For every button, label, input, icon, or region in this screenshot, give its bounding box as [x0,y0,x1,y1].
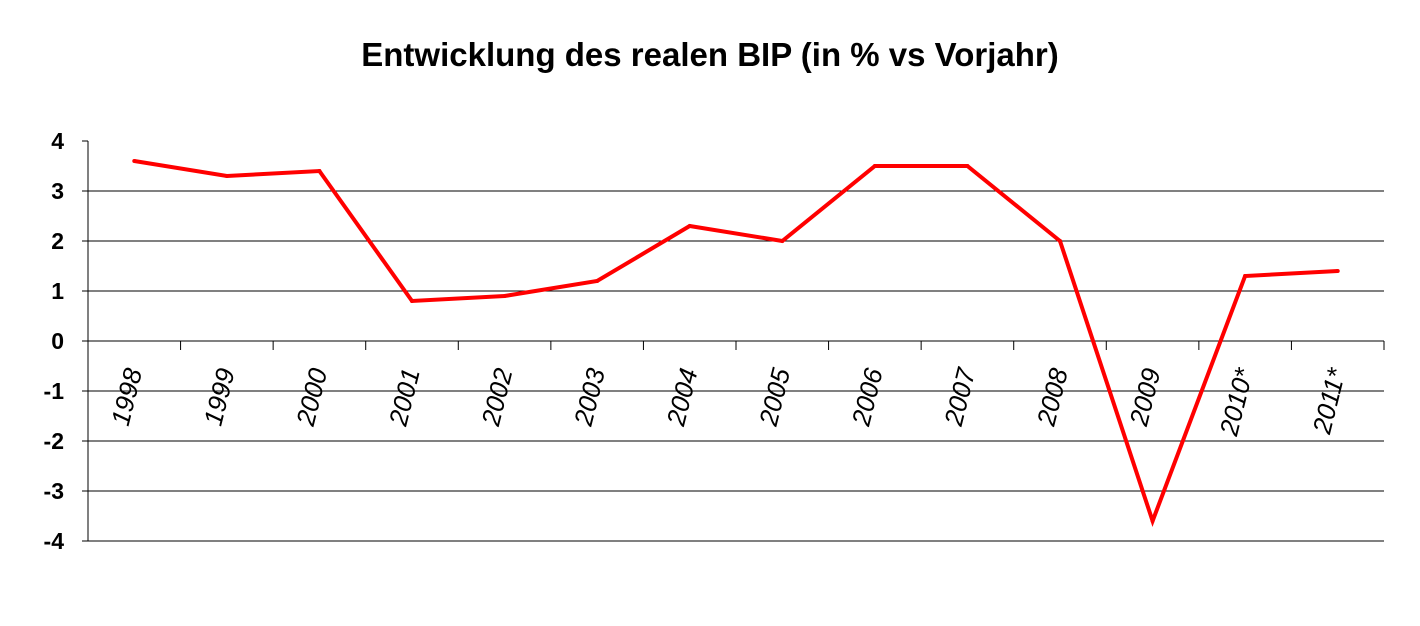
x-tick-label: 2008 [1030,365,1073,430]
y-tick-label: -1 [44,378,65,404]
data-point [1243,274,1248,278]
x-tick-label: 1999 [198,365,241,428]
x-tick-label: 2005 [753,365,796,430]
data-point [132,159,137,163]
x-tick-label: 2002 [475,365,518,430]
x-tick-label: 2006 [845,365,888,430]
x-tick-label: 2011* [1306,364,1352,437]
data-point [1058,239,1062,243]
y-tick-labels: 4 3 2 1 0 -1 -2 -3 -4 [44,128,65,554]
axes [82,140,1385,542]
x-tick-label: 2000 [290,365,333,430]
data-point [687,224,692,228]
x-tick-label: 2003 [568,365,611,430]
data-point [410,299,414,303]
y-tick-label: 3 [51,178,64,204]
x-tick-label: 2010* [1213,364,1259,439]
data-point [872,164,877,168]
data-point [317,169,322,173]
series-lines [132,159,1340,527]
data-point [224,174,229,178]
x-tick-labels: 1998 1999 2000 2001 2002 2003 2004 2005 2006 2007… [105,364,1352,440]
x-tick-label: 1998 [105,365,148,429]
y-tick-label: 4 [51,128,64,154]
data-point [780,239,785,243]
y-tick-label: -2 [44,428,64,454]
y-tick-label: 1 [51,278,64,304]
series-line [133,159,1338,527]
x-tick-label: 2009 [1123,365,1166,429]
data-point [502,294,507,298]
gridlines [88,190,1384,542]
data-point [1335,269,1340,273]
x-tick-label: 2004 [660,365,703,429]
chart-title: Entwicklung des realen BIP (in % vs Vorj… [361,36,1058,73]
y-tick-label: 0 [51,328,64,354]
y-tick-label: -3 [44,478,64,504]
data-point [965,164,970,168]
data-point [595,279,600,283]
y-tick-label: 2 [51,228,64,254]
data-point [1150,519,1155,523]
x-tick-label: 2001 [382,365,425,429]
x-tick-label: 2007 [938,364,982,430]
y-tick-label: -4 [44,528,65,554]
